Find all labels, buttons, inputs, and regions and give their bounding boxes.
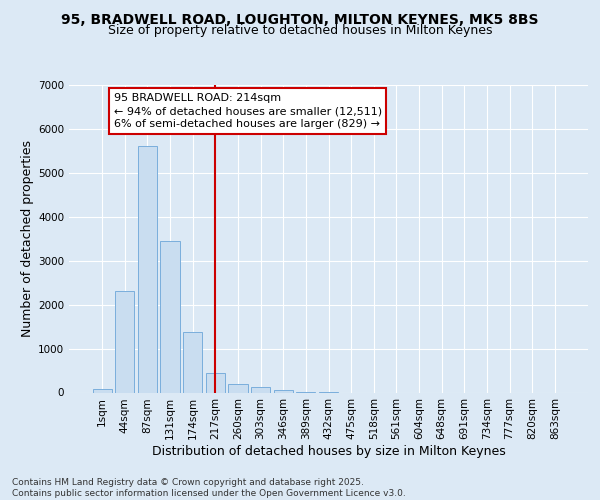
Text: Size of property relative to detached houses in Milton Keynes: Size of property relative to detached ho… [108, 24, 492, 37]
Bar [229, 384, 248, 392]
Text: 95, BRADWELL ROAD, LOUGHTON, MILTON KEYNES, MK5 8BS: 95, BRADWELL ROAD, LOUGHTON, MILTON KEYN… [61, 12, 539, 26]
Bar [206, 372, 225, 392]
Text: 95 BRADWELL ROAD: 214sqm
← 94% of detached houses are smaller (12,511)
6% of sem: 95 BRADWELL ROAD: 214sqm ← 94% of detach… [113, 93, 382, 130]
Bar [160, 241, 180, 392]
Bar [274, 390, 293, 392]
Text: Contains HM Land Registry data © Crown copyright and database right 2025.
Contai: Contains HM Land Registry data © Crown c… [12, 478, 406, 498]
Y-axis label: Number of detached properties: Number of detached properties [21, 140, 34, 337]
Bar [138, 146, 157, 392]
X-axis label: Distribution of detached houses by size in Milton Keynes: Distribution of detached houses by size … [152, 445, 505, 458]
Bar [92, 389, 112, 392]
Bar [115, 292, 134, 392]
Bar [251, 387, 270, 392]
Bar [183, 332, 202, 392]
